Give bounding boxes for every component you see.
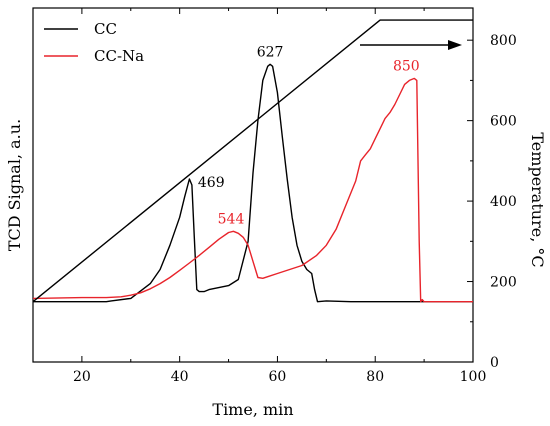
y-tick-label: 0 (490, 355, 499, 371)
series-line-temperature (32, 19, 473, 303)
arrow-head (448, 40, 462, 50)
peak-label: 469 (198, 175, 225, 191)
x-tick-label: 40 (171, 369, 189, 385)
plot-frame (32, 7, 474, 363)
x-tick-label: 60 (269, 369, 287, 385)
legend-label-cc: CC (94, 20, 117, 38)
y-tick-label: 600 (490, 114, 517, 130)
peak-label: 544 (218, 211, 245, 227)
y-right-axis-label: Temperature, °C (528, 132, 547, 267)
y-left-axis-label: TCD Signal, a.u. (5, 119, 24, 251)
x-tick-label: 100 (460, 369, 487, 385)
legend-label-cc-na: CC-Na (94, 47, 144, 65)
series-line-cc (33, 63, 473, 303)
peak-label: 627 (257, 44, 284, 60)
x-tick-label: 80 (366, 369, 384, 385)
series-line-cc-na (32, 77, 473, 303)
axis-direction-arrow (360, 40, 462, 50)
legend: CC CC-Na (44, 20, 144, 65)
x-axis-ticks: 20 40 60 80 100 (32, 8, 487, 385)
x-axis-label: Time, min (212, 400, 293, 419)
x-tick-label: 20 (73, 369, 91, 385)
y-tick-label: 800 (490, 33, 517, 49)
y-tick-label: 200 (490, 275, 517, 291)
annotations: 469 627 544 850 (198, 44, 420, 227)
peak-label: 850 (393, 58, 420, 74)
y-right-axis-ticks: 0 200 400 600 800 (467, 33, 517, 371)
y-tick-label: 400 (490, 194, 517, 210)
series-group (32, 19, 473, 303)
